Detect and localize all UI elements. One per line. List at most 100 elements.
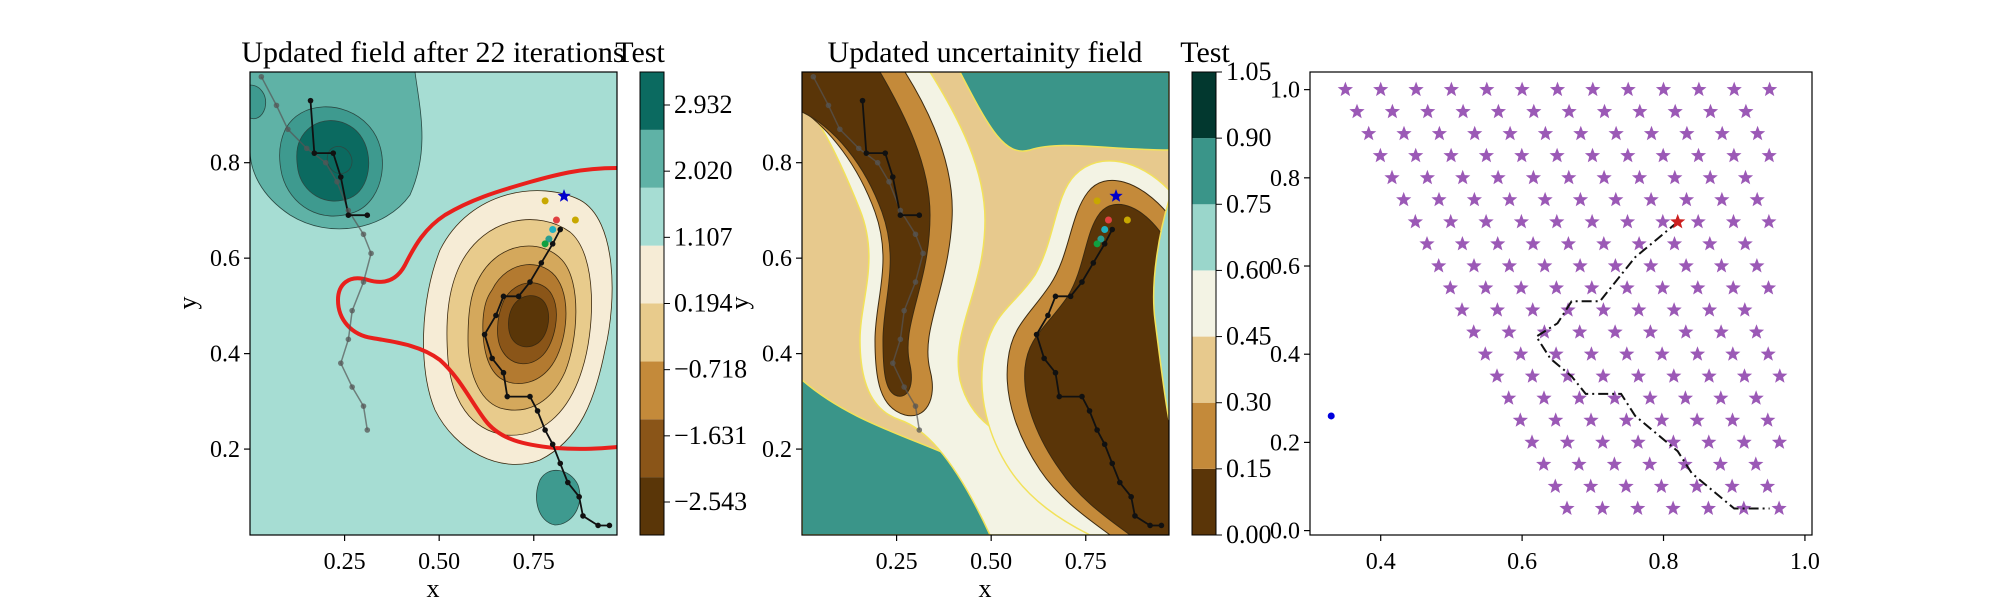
y-axis-label: y <box>725 297 754 310</box>
current-point-star <box>1670 213 1686 229</box>
candidate-star <box>1479 81 1495 97</box>
sample-point <box>1123 216 1131 224</box>
candidate-star <box>1549 213 1565 229</box>
colorbar-2-label: Test <box>1180 36 1230 69</box>
path-point <box>349 384 355 390</box>
path-point <box>489 355 495 362</box>
path-point <box>1056 393 1063 400</box>
path-point <box>285 126 291 133</box>
path-point <box>837 126 843 133</box>
candidate-star <box>1454 302 1470 317</box>
colorbar-segment <box>1192 204 1216 271</box>
path-point <box>311 150 318 156</box>
candidate-star <box>1654 280 1671 295</box>
candidate-star <box>1549 81 1566 97</box>
sample-point <box>1093 240 1101 248</box>
candidate-star <box>1724 412 1741 427</box>
path-point <box>1041 355 1047 362</box>
candidate-star <box>1642 456 1658 471</box>
candidate-star <box>1501 324 1517 339</box>
path-point <box>916 212 923 218</box>
candidate-star <box>1478 280 1494 295</box>
y-tick-label: 0.2 <box>1270 430 1300 456</box>
candidate-star <box>1384 169 1400 185</box>
candidate-star <box>1760 280 1777 295</box>
candidate-star <box>1536 390 1552 405</box>
path-point <box>576 494 582 500</box>
x-tick-label: 0.6 <box>1507 549 1537 575</box>
path-point <box>916 427 923 433</box>
candidate-star <box>1420 103 1436 119</box>
candidate-star <box>1524 368 1540 383</box>
x-tick-label: 0.4 <box>1366 549 1396 575</box>
x-ticks: 0.25 0.50 0.75 <box>876 535 1107 575</box>
path-point <box>360 403 367 409</box>
candidate-star <box>1560 368 1576 383</box>
path-point <box>1079 279 1085 285</box>
candidate-star <box>1643 191 1659 207</box>
candidate-star <box>1630 368 1646 383</box>
colorbar-segment <box>1192 138 1216 205</box>
candidate-star <box>1748 390 1764 405</box>
path-point <box>1109 460 1116 467</box>
sample-point <box>1093 197 1101 205</box>
path-point <box>557 226 564 233</box>
colorbar-segment <box>640 187 664 246</box>
candidate-star <box>1691 81 1707 97</box>
path-point <box>527 393 533 400</box>
path-point <box>859 97 866 104</box>
best-point-star <box>557 189 571 202</box>
zero-contour-red <box>335 166 617 451</box>
path-point <box>890 174 896 180</box>
candidate-star <box>1726 81 1742 97</box>
markers <box>1093 189 1131 248</box>
candidate-star <box>1736 434 1752 449</box>
valley-right-inner <box>1024 204 1169 535</box>
candidate-star <box>1653 478 1669 493</box>
candidate-star <box>1349 103 1365 119</box>
sample-point <box>1097 235 1105 243</box>
colorbar-tick-label: 0.45 <box>1226 322 1272 351</box>
candidate-star <box>1526 103 1542 119</box>
y-tick-label: 0.6 <box>762 246 792 272</box>
candidate-star <box>1561 169 1577 185</box>
candidate-star <box>1666 368 1682 383</box>
sample-point <box>541 197 549 205</box>
path-point <box>273 102 280 109</box>
candidate-star <box>1630 500 1646 515</box>
black-path-short <box>309 100 368 217</box>
candidate-star <box>1620 147 1636 163</box>
path-point <box>1147 522 1153 529</box>
path-point <box>1117 479 1123 486</box>
candidate-star <box>1689 412 1705 427</box>
candidate-star <box>1373 81 1389 97</box>
candidate-star <box>1454 236 1470 251</box>
candidate-star <box>1725 213 1742 229</box>
y-tick-label: 0.6 <box>1270 254 1300 280</box>
candidate-star <box>1665 500 1681 515</box>
candidate-star <box>1618 478 1634 493</box>
colorbar-tick-label: 0.30 <box>1226 388 1272 417</box>
path-point <box>500 293 507 300</box>
candidate-star <box>1536 456 1552 471</box>
path-point <box>920 250 926 257</box>
candidate-star <box>1620 81 1636 97</box>
candidate-star <box>1584 213 1600 229</box>
candidate-star <box>1619 346 1635 361</box>
candidate-star <box>1690 280 1706 295</box>
colorbar-segment <box>640 129 664 188</box>
candidate-star <box>1701 434 1717 449</box>
candidate-star <box>1490 236 1506 251</box>
path-point <box>360 231 367 238</box>
candidate-star <box>1407 213 1423 229</box>
candidate-star <box>1466 191 1482 207</box>
candidate-star <box>1584 147 1601 163</box>
path-point <box>542 427 548 433</box>
path-point <box>874 159 881 166</box>
candidate-star <box>1419 236 1435 251</box>
candidate-star <box>1571 390 1587 405</box>
candidate-star <box>1431 258 1447 273</box>
candidate-star <box>1607 258 1624 273</box>
candidate-star <box>1713 324 1729 339</box>
path-point <box>863 150 870 156</box>
